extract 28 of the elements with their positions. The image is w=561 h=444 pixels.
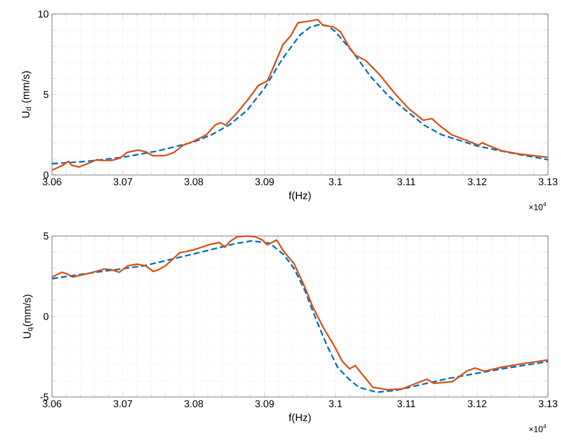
x-tick-label: 3.1 xyxy=(328,178,342,186)
y-tick-label: 0 xyxy=(44,171,48,179)
x-tick-label: 3.06 xyxy=(42,178,62,186)
y-axis-title: U$_{d}$ (mm/s) xyxy=(22,71,32,118)
y-tick-label: 5 xyxy=(44,91,48,98)
x-tick-label: 3.11 xyxy=(397,400,416,408)
y-tick-label: 10 xyxy=(38,10,48,18)
x-tick-label: 3.08 xyxy=(184,178,204,186)
y-tick-label: -5 xyxy=(40,394,48,400)
y-axis-title: U$_{q}$(mm/s) xyxy=(22,294,34,338)
x-tick-label: 3.11 xyxy=(397,178,416,186)
x-tick-label: 3.09 xyxy=(255,400,274,408)
x-tick-label: 3.13 xyxy=(538,400,558,408)
y-tick-label: 0 xyxy=(44,312,48,320)
text: ×10$^{4}$ xyxy=(529,202,546,210)
x-tick-label: 3.06 xyxy=(42,400,62,408)
x-tick-label: 3.07 xyxy=(114,178,132,186)
x-axis-title: f(Hz) xyxy=(288,191,311,202)
x-tick-label: 3.07 xyxy=(114,400,132,408)
text: ×10$^{4}$ xyxy=(529,424,546,432)
x-tick-label: 3.1 xyxy=(328,400,342,408)
y-tick-label: 5 xyxy=(44,232,48,240)
x-tick-label: 3.08 xyxy=(184,400,204,408)
x-tick-label: 3.12 xyxy=(468,178,486,186)
x-axis-title: f(Hz) xyxy=(288,413,311,424)
x-tick-label: 3.09 xyxy=(255,178,274,186)
x-tick-label: 3.13 xyxy=(538,178,558,186)
x-tick-label: 3.12 xyxy=(468,400,486,408)
